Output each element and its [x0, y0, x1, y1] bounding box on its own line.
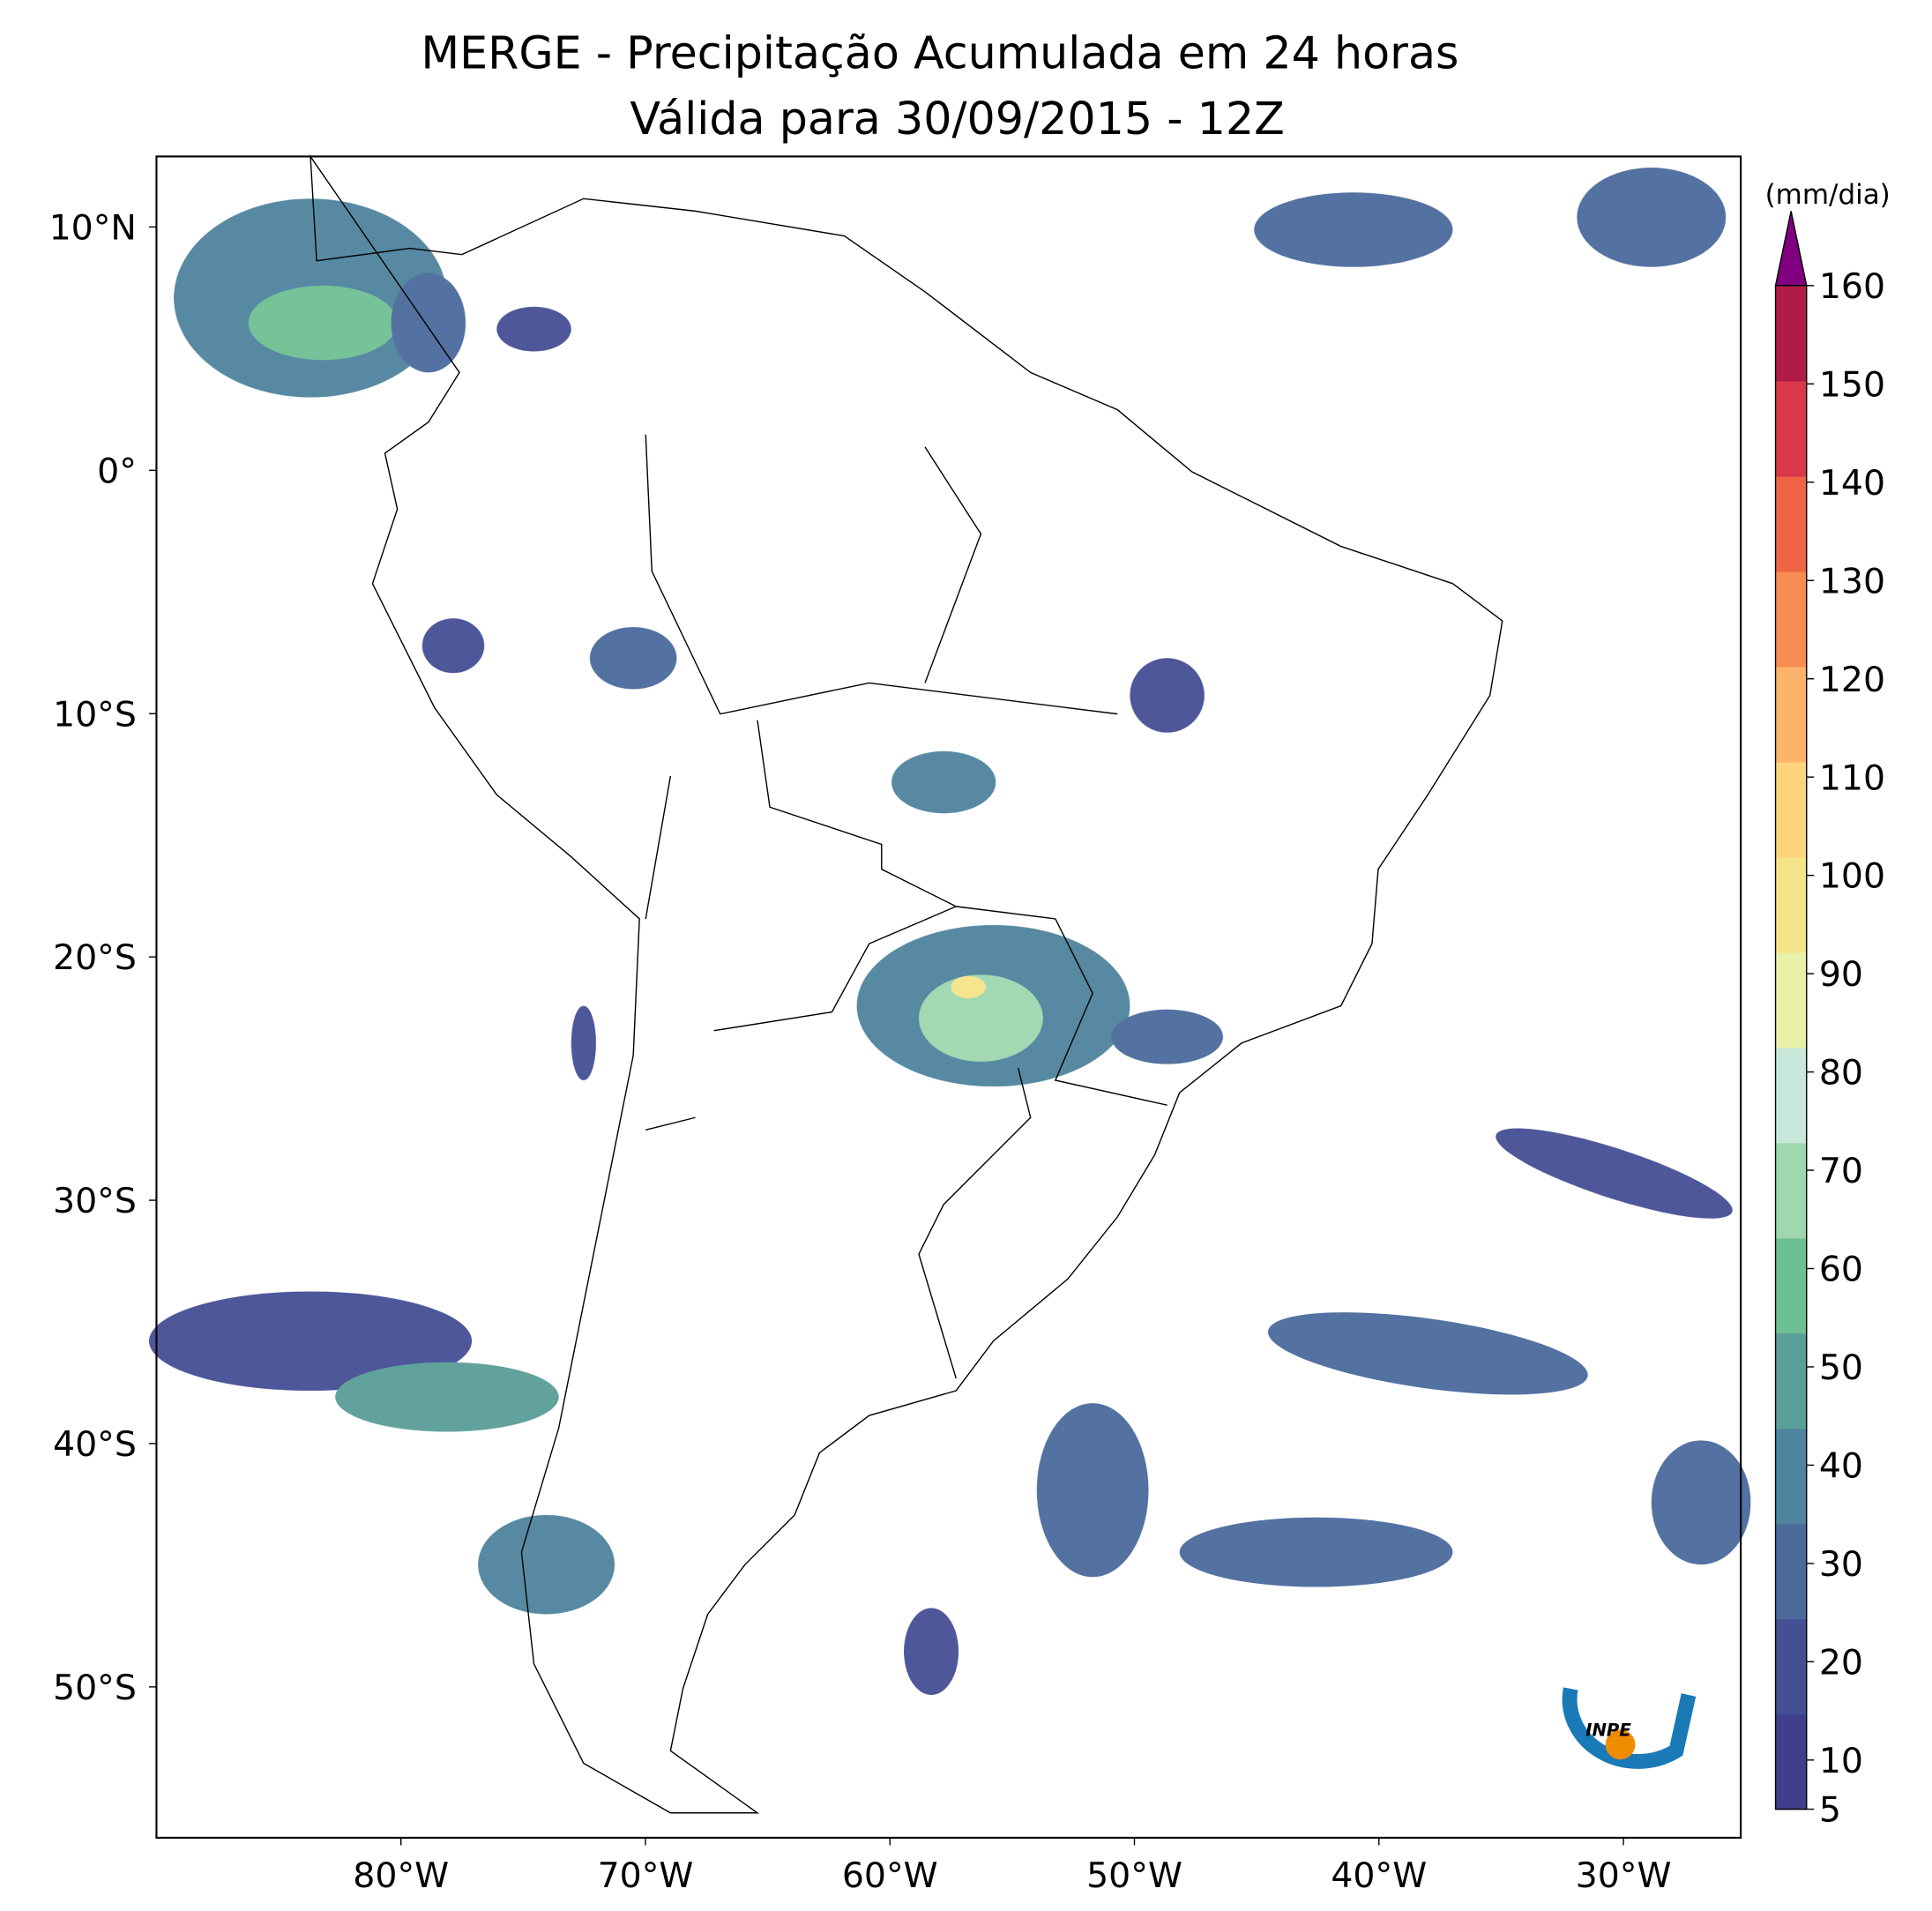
colorbar-band	[1775, 285, 1807, 382]
colorbar-tick-label: 10	[1819, 1741, 1863, 1781]
colorbar-band	[1775, 1332, 1807, 1430]
precip-area	[1036, 1403, 1149, 1578]
logo: INPE	[1562, 1687, 1697, 1769]
precip-area	[1254, 192, 1453, 267]
precip-area	[421, 618, 485, 674]
colorbar-band	[1775, 1618, 1807, 1715]
precip-area	[571, 1005, 596, 1081]
colorbar-band	[1775, 856, 1807, 953]
title: MERGE - Precipitação Acumulada em 24 hor…	[421, 26, 1458, 78]
y-tick-label: 20°S	[53, 937, 137, 978]
axes-and-colorbar: 80°W 70°W 60°W 50°W 40°W 30°W 10°N 0° 10°S 20°S 30…	[49, 208, 1885, 1897]
colorbar-band	[1775, 1523, 1807, 1620]
precip-area	[918, 974, 1043, 1062]
x-tick-label: 40°W	[1331, 1855, 1427, 1896]
precip-area	[951, 975, 987, 999]
precip-area	[904, 1608, 959, 1695]
precip-area	[1130, 658, 1205, 733]
colorbar-band	[1775, 666, 1807, 763]
colorbar-tick-label: 100	[1819, 856, 1885, 897]
colorbar-tick-label: 130	[1819, 561, 1885, 601]
x-tick-label: 80°W	[353, 1855, 449, 1896]
colorbar-band	[1775, 1713, 1807, 1810]
x-tick-label: 60°W	[842, 1855, 938, 1896]
precip-area	[891, 750, 996, 814]
colorbar-tick-label: 60	[1819, 1250, 1863, 1290]
logo-text: INPE	[1585, 1720, 1631, 1740]
precip-area	[148, 1291, 473, 1392]
colorbar-tick-label: 90	[1819, 954, 1863, 995]
colorbar-tick-label: 40	[1819, 1445, 1863, 1486]
y-tick-label: 50°S	[53, 1668, 137, 1708]
precip-area	[496, 306, 571, 352]
y-tick-label: 30°S	[53, 1181, 137, 1221]
logo-arc	[1562, 1687, 1697, 1769]
colorbar-band	[1775, 1237, 1807, 1334]
precip-area	[391, 272, 466, 373]
colorbar-band	[1775, 761, 1807, 858]
precip-area	[1651, 1440, 1751, 1565]
colorbar-tick-label: 30	[1819, 1544, 1863, 1585]
colorbar-label: (mm/dia)	[1765, 179, 1891, 211]
precip-area	[1111, 1009, 1223, 1064]
precip-area	[1267, 1312, 1588, 1395]
colorbar-tick-label: 120	[1819, 660, 1885, 700]
borders	[645, 434, 1167, 1379]
colorbar-band	[1775, 571, 1807, 668]
colorbar-tick-label: 110	[1819, 758, 1885, 798]
colorbar-tick-label: 150	[1819, 364, 1885, 405]
map-frame	[155, 155, 1742, 1839]
y-tick-label: 10°N	[49, 208, 137, 249]
colorbar-tick-label: 160	[1819, 266, 1885, 307]
colorbar-frame	[1774, 285, 1808, 1810]
precip-area	[1496, 1128, 1733, 1219]
colorbar-tick-label: 140	[1819, 463, 1885, 504]
colorbar-tick-label: 80	[1819, 1053, 1863, 1094]
colorbar-band	[1775, 380, 1807, 477]
colorbar-band	[1775, 1428, 1807, 1525]
colorbar-tick-label: 5	[1819, 1790, 1841, 1831]
y-tick-label: 0°	[97, 451, 137, 491]
colorbar-tick-label: 70	[1819, 1151, 1863, 1191]
x-tick-label: 70°W	[598, 1855, 694, 1896]
precip-area	[1577, 168, 1727, 267]
logo-dot	[1605, 1729, 1636, 1760]
colorbar-band	[1775, 1047, 1807, 1144]
subtitle: Válida para 30/09/2015 - 12Z	[630, 93, 1284, 145]
x-tick-label: 30°W	[1576, 1855, 1672, 1896]
coastlines	[310, 153, 1503, 1814]
precipitation-areas	[148, 168, 1751, 1695]
colorbar-tick-label: 50	[1819, 1347, 1863, 1388]
continent-outline	[310, 153, 1503, 1814]
colorbar-band	[1775, 475, 1807, 572]
precip-area	[478, 1514, 615, 1615]
colorbar-tick-label: 20	[1819, 1642, 1863, 1683]
colorbar-extend	[1774, 211, 1808, 287]
colorbar-band	[1775, 1142, 1807, 1239]
precip-area	[335, 1362, 559, 1432]
precip-area	[589, 627, 677, 690]
colorbar-band	[1775, 952, 1807, 1049]
precip-area	[248, 285, 398, 361]
precip-area	[1179, 1517, 1453, 1587]
y-tick-label: 10°S	[53, 694, 137, 735]
y-tick-label: 40°S	[53, 1424, 137, 1465]
x-tick-label: 50°W	[1086, 1855, 1182, 1896]
